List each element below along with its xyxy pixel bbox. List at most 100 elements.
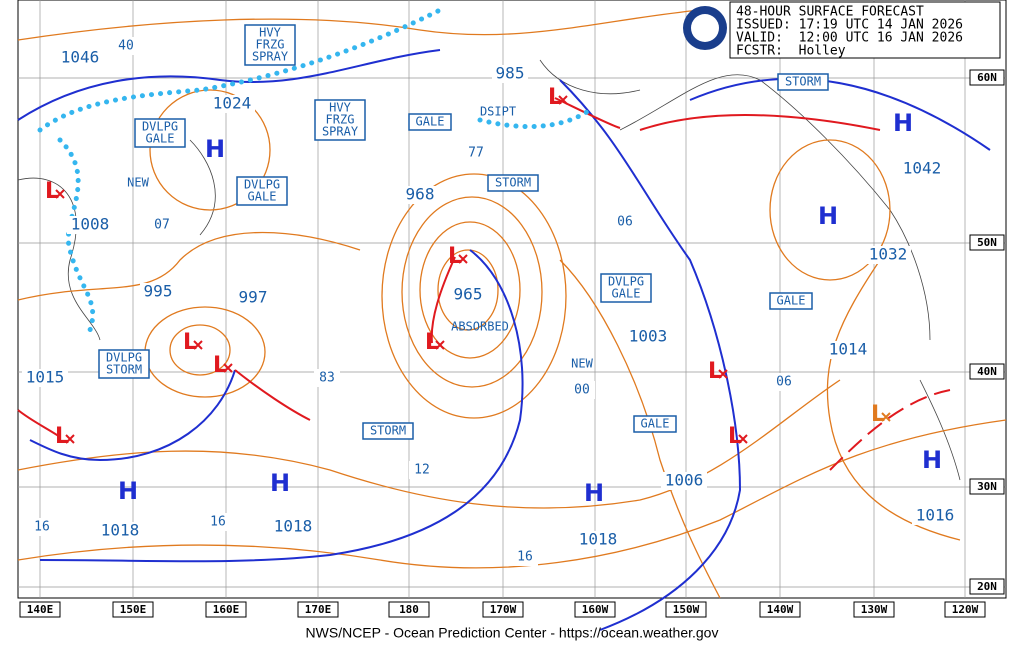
pressure-label-bg [512,548,538,566]
high-center: H [118,477,138,505]
pressure-label-bg [270,518,316,536]
pressure-label-bg [140,283,176,301]
pressure-label-bg [771,373,797,391]
warning-box [314,99,366,141]
low-center-x [55,189,65,199]
pressure-label-bg [825,341,871,359]
pressure-label: 1016 [916,506,955,525]
pressure-label: 16 [210,515,226,530]
map-frame [17,0,1007,599]
pressure-label-bg [97,522,143,540]
longitude-label: 170W [490,603,517,616]
pressure-label: 1014 [829,340,868,359]
warning-label: STORM [495,176,531,190]
warning-label: SPRAY [322,125,359,139]
pressure-label: 1018 [274,517,313,536]
pressure-label: 1042 [903,159,942,178]
low-center: L [871,402,885,427]
pressure-label: 06 [617,215,633,230]
warning-label: STORM [370,424,406,438]
lon-label-box [19,601,61,618]
pressure-label: 83 [319,371,335,386]
lon-label-box [297,601,339,618]
warning-label: STORM [785,75,821,89]
warning-label: STORM [106,363,142,377]
pressure-label: 995 [144,282,173,301]
low-center-x [65,434,75,444]
pressure-label-bg [463,144,489,162]
warning-label: GALE [248,190,277,204]
pressure-label-bg [899,160,945,178]
low-center-x [738,434,748,444]
footer: NWS/NCEP - Ocean Prediction Center - htt… [306,625,719,641]
latitude-label: 50N [977,236,997,249]
pressure-label: 06 [776,375,792,390]
low-center: L [728,424,742,449]
pressure-label: 968 [406,185,435,204]
pressure-label: 40 [118,39,134,54]
low-center: L [708,359,722,384]
pressure-label: 985 [496,64,525,83]
pressure-label-bg [22,369,68,387]
isobars [17,9,1007,599]
lon-label-box [482,601,524,618]
low-center-x [718,369,728,379]
warning-box [487,174,539,192]
pressure-label: 1003 [629,327,668,346]
pressure-label: 1018 [101,521,140,540]
pressure-label: 1008 [71,215,110,234]
pressure-label-bg [235,289,271,307]
pressure-label: 1046 [61,48,100,67]
status-label: ABSORBED [451,320,509,334]
warning-label: DVLPG [244,178,280,192]
pressure-label-bg [450,286,486,304]
warning-label: GALE [146,132,175,146]
warning-box [134,118,186,148]
status-label: NEW [571,357,593,371]
pressure-label: 77 [468,146,484,161]
longitude-label: 170E [305,603,332,616]
longitude-label: 130W [861,603,888,616]
warning-label: GALE [641,417,670,431]
longitude-label: 140W [767,603,794,616]
lon-label-box [944,601,986,618]
pressure-label-bg [205,513,231,531]
lat-label-box [969,363,1005,380]
warning-box [633,415,677,433]
warning-box [236,176,288,206]
pressure-label-bg [912,507,958,525]
pressure-label: 1018 [579,530,618,549]
pressure-label: 965 [454,285,483,304]
warning-label: GALE [612,287,641,301]
status-label: DSIPT [480,105,516,119]
latitude-label: 20N [977,580,997,593]
pressure-label-bg [865,246,911,264]
longitude-label: 120W [952,603,979,616]
pressure-label-bg [57,49,103,67]
header-line: ISSUED: 17:19 UTC 14 JAN 2026 [736,18,963,33]
low-center-x [458,254,468,264]
pressure-label: 997 [239,288,268,307]
coastlines [17,59,961,481]
high-center: H [270,469,290,497]
warning-label: FRZG [256,38,285,52]
warning-label: HVY [259,26,281,40]
warning-box [98,349,150,379]
lon-label-box [665,601,707,618]
pressure-label-bg [67,216,113,234]
pressure-label-bg [409,461,435,479]
pressure-label: 1006 [665,471,704,490]
low-center-x [193,340,203,350]
pressure-label-bg [113,37,139,55]
pressure-label-bg [149,216,175,234]
low-center: L [213,353,227,378]
fronts [17,49,991,631]
pressure-label-bg [569,381,595,399]
warning-label: FRZG [326,113,355,127]
warning-label: GALE [777,294,806,308]
warning-label: DVLPG [608,275,644,289]
noaa-logo [683,6,727,50]
latitude-label: 40N [977,365,997,378]
lon-label-box [112,601,154,618]
longitude-label: 160W [582,603,609,616]
